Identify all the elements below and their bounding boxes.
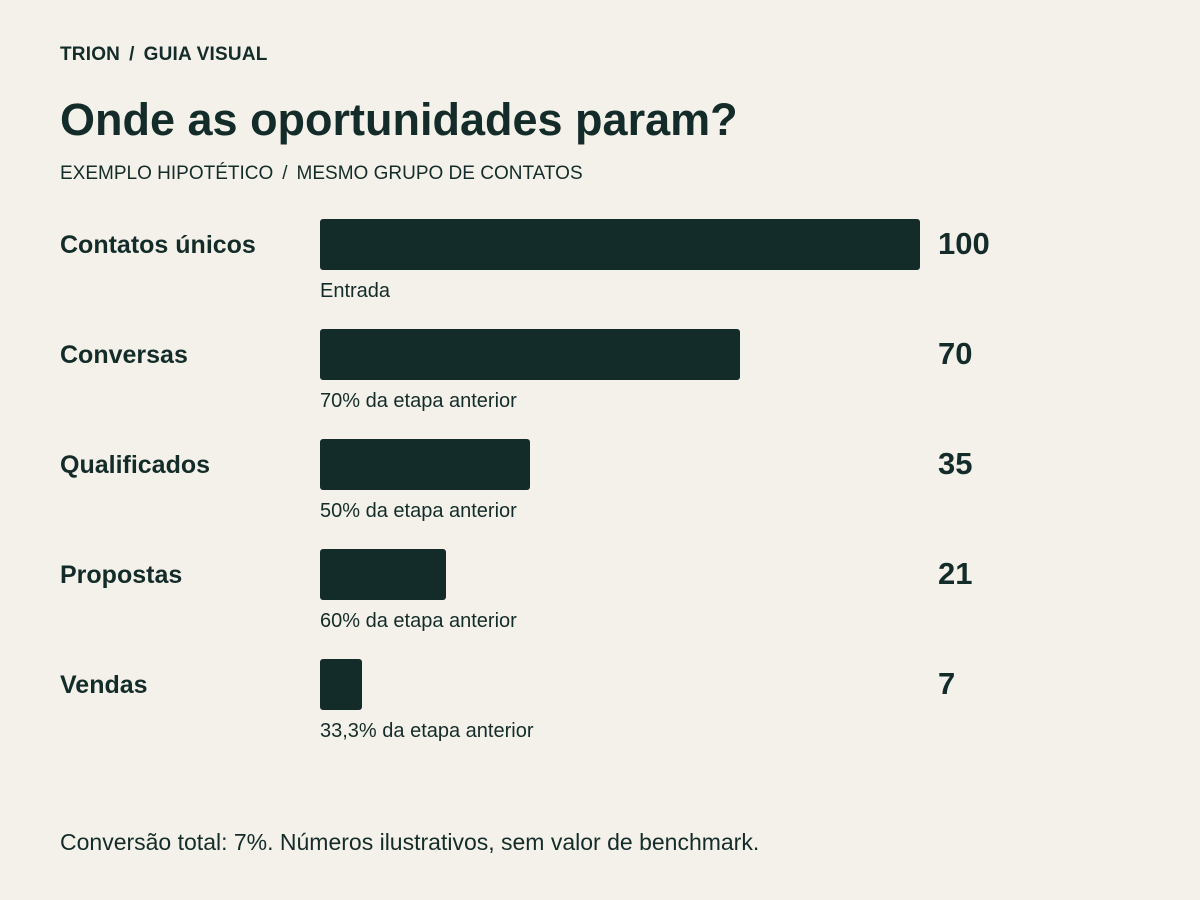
page-title: Onde as oportunidades param? — [60, 94, 738, 145]
stage-note: 50% da etapa anterior — [320, 500, 517, 522]
stage-note: 70% da etapa anterior — [320, 390, 517, 412]
funnel-stage: Conversas 70 70% da etapa anterior — [0, 329, 1200, 439]
stage-value: 21 — [938, 556, 973, 591]
stage-label: Qualificados — [60, 451, 211, 479]
funnel-stage: Contatos únicos 100 Entrada — [0, 219, 1200, 329]
stage-bar — [320, 329, 740, 380]
stage-note: Entrada — [320, 280, 391, 302]
stage-label: Vendas — [60, 671, 148, 699]
subtitle-right: MESMO GRUPO DE CONTATOS — [296, 163, 583, 184]
footer-note: Conversão total: 7%. Números ilustrativo… — [60, 829, 760, 855]
funnel-stage: Propostas 21 60% da etapa anterior — [0, 549, 1200, 659]
stage-value: 100 — [938, 226, 990, 261]
breadcrumb: TRION / GUIA VISUAL — [60, 44, 268, 66]
stage-bar — [320, 549, 446, 600]
breadcrumb-section: GUIA VISUAL — [143, 44, 268, 65]
stage-value: 7 — [938, 666, 956, 701]
subtitle-left: EXEMPLO HIPOTÉTICO — [60, 163, 274, 184]
stage-label: Conversas — [60, 341, 188, 369]
stage-label: Contatos únicos — [60, 231, 256, 259]
stage-bar — [320, 219, 920, 270]
subtitle-separator: / — [282, 163, 288, 184]
funnel-stage: Vendas 7 33,3% da etapa anterior — [0, 659, 1200, 769]
stage-bar — [320, 659, 362, 710]
stage-note: 33,3% da etapa anterior — [320, 720, 534, 742]
funnel-stage: Qualificados 35 50% da etapa anterior — [0, 439, 1200, 549]
stage-label: Propostas — [60, 561, 183, 589]
stage-note: 60% da etapa anterior — [320, 610, 517, 632]
stage-value: 70 — [938, 336, 973, 371]
breadcrumb-separator: / — [129, 44, 135, 65]
page-subtitle: EXEMPLO HIPOTÉTICO / MESMO GRUPO DE CONTAT… — [60, 163, 583, 185]
stage-value: 35 — [938, 446, 973, 481]
breadcrumb-brand: TRION — [60, 44, 121, 65]
stage-bar — [320, 439, 530, 490]
